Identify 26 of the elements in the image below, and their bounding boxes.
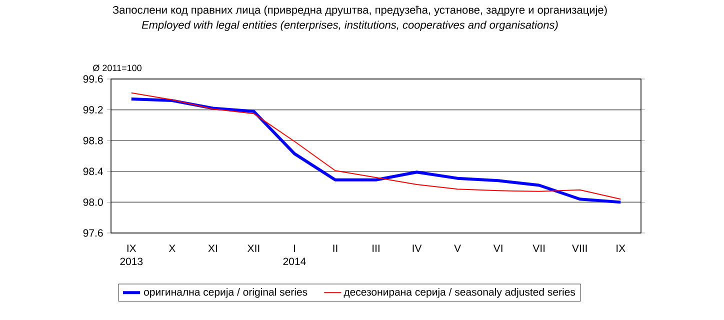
y-tick-label: 99.2	[83, 106, 103, 114]
x-tick-label: XII	[248, 244, 260, 252]
y-tick-label: 98.4	[83, 168, 103, 176]
y-tick-label: 98.0	[83, 198, 103, 206]
y-tick-label: 98.8	[83, 136, 103, 144]
chart-subtitle: Employed with legal entities (enterprises, institutions, cooperatives and organisations)	[142, 20, 558, 31]
x-tick-label: XI	[208, 244, 217, 252]
x-tick-label: VII	[532, 244, 545, 252]
x-tick-label: X	[168, 244, 176, 252]
y-tick-label: 97.6	[83, 229, 103, 237]
x-tick-label: III	[372, 244, 380, 252]
text: 2014	[283, 258, 306, 266]
y-tick-label: 99.6	[83, 75, 103, 83]
x-tick-label: II	[333, 244, 338, 252]
x-tick-label: I	[294, 244, 295, 252]
legend-label: оригинална серија / original series	[144, 288, 308, 298]
text: 2013	[120, 258, 143, 266]
x-tick-label: V	[454, 244, 461, 252]
chart-title: Запослени код правних лица (привредна друштва, предузећа, установе, задруге и организације)	[112, 6, 607, 16]
x-tick-label: IX	[616, 244, 626, 252]
x-tick-label: VI	[493, 244, 502, 252]
text: Ø 2011=100	[93, 64, 142, 72]
x-tick-label: VIII	[572, 244, 587, 252]
x-tick-label: IV	[412, 244, 422, 252]
legend-label: десезонирана серија / seasonaly adjusted series	[344, 288, 576, 298]
x-tick-label: IX	[127, 244, 136, 252]
